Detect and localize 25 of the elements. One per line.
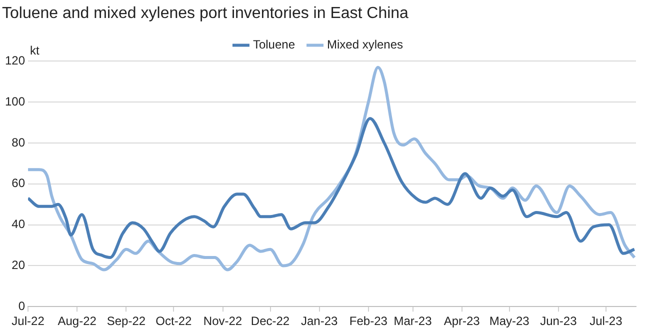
x-tick-label: Jul-22 xyxy=(12,314,45,328)
x-tick-label: Jul-23 xyxy=(590,314,623,328)
legend-label: Toluene xyxy=(252,38,296,52)
chart-title: Toluene and mixed xylenes port inventories in East China xyxy=(2,5,409,22)
x-tick-label: Mar-23 xyxy=(394,314,432,328)
legend-label: Mixed xylenes xyxy=(327,38,404,52)
line-series xyxy=(28,116,636,260)
y-tick-label: 120 xyxy=(4,54,26,68)
y-tick-label: 20 xyxy=(12,258,26,272)
y-axis-title: kt xyxy=(30,44,40,58)
y-tick-label: 100 xyxy=(4,94,26,108)
x-tick-label: Sep-22 xyxy=(106,314,146,328)
x-tick-label: Nov-22 xyxy=(203,314,242,328)
x-tick-label: May-23 xyxy=(489,314,530,328)
x-tick-label: Dec-22 xyxy=(250,314,290,328)
x-tick-label: Jun-23 xyxy=(540,314,578,328)
x-tick-label: Jan-23 xyxy=(300,314,338,328)
x-tick-label: Apr-23 xyxy=(444,314,480,328)
y-tick-label: 80 xyxy=(12,135,26,150)
y-tick-label: 0 xyxy=(18,298,26,313)
y-tick-label: 60 xyxy=(12,176,26,190)
x-tick-label: Aug-22 xyxy=(58,314,97,328)
x-tick-label: Feb-23 xyxy=(349,314,388,328)
y-tick-label: 40 xyxy=(12,217,26,232)
x-tick-label: Oct-22 xyxy=(156,314,192,328)
